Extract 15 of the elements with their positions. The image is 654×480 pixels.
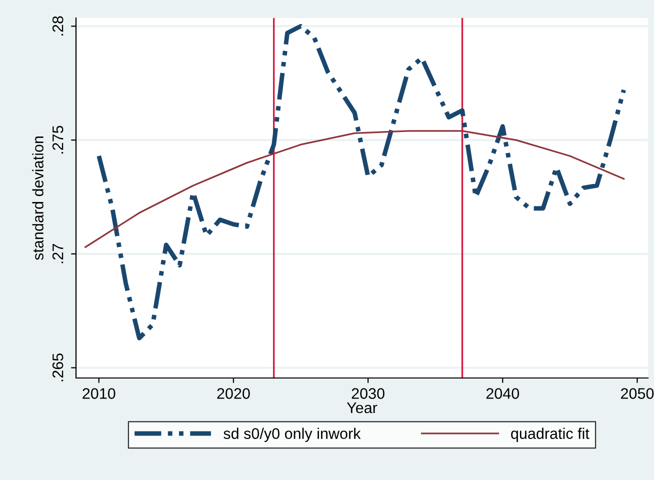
legend-label: quadratic fit bbox=[511, 428, 590, 442]
y-tick-label: .275 bbox=[52, 126, 64, 154]
x-tick-label: 2010 bbox=[82, 388, 116, 399]
x-axis-title: Year bbox=[346, 402, 378, 414]
y-tick-label: .28 bbox=[52, 16, 64, 36]
x-tick-label: 2020 bbox=[217, 388, 250, 399]
x-tick-label: 2040 bbox=[486, 388, 520, 399]
x-tick-label: 2050 bbox=[621, 388, 654, 399]
line-series bbox=[96, 24, 626, 340]
x-tick-label: 2030 bbox=[352, 388, 384, 399]
legend-label: sd s0/y0 only inwork bbox=[224, 428, 361, 442]
y-tick-label: .27 bbox=[52, 244, 64, 264]
line-series bbox=[84, 130, 625, 248]
y-tick-label: .265 bbox=[52, 354, 64, 382]
y-axis-title: standard deviation bbox=[32, 136, 44, 260]
